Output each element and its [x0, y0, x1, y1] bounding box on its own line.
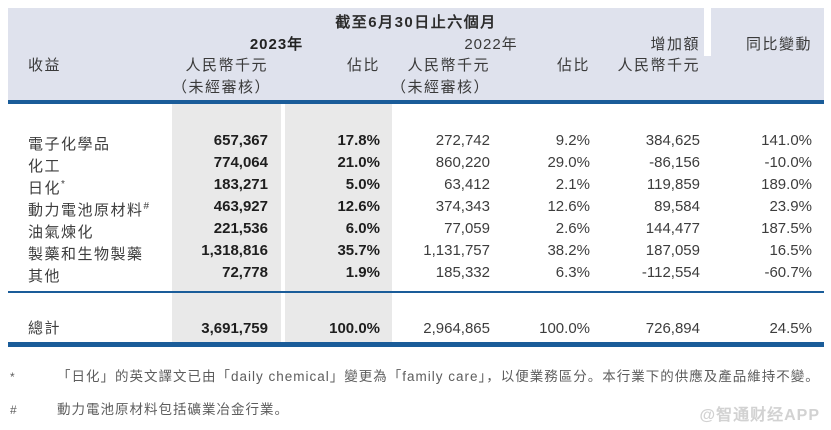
value-2023: 183,271	[213, 176, 268, 193]
total-value-2023: 3,691,759	[201, 320, 268, 337]
value-2022: 1,131,757	[423, 242, 490, 259]
segment-label: 動力電池原材料#	[28, 201, 150, 219]
yoy-change: 23.9%	[769, 198, 812, 215]
segment-label: 日化*	[28, 179, 65, 197]
column-header-yoy: 同比變動	[745, 36, 812, 53]
share-2023: 35.7%	[337, 242, 380, 259]
column-group-2023: 2023年	[249, 36, 304, 53]
yoy-change: 189.0%	[761, 176, 812, 193]
table-row: 動力電池原材料# 463,927 12.6% 374,343 12.6% 89,…	[0, 196, 831, 219]
column-header-revenue: 收益	[28, 57, 62, 74]
total-yoy: 24.5%	[769, 320, 812, 337]
increase-amount: -112,554	[641, 264, 700, 281]
value-2022: 77,059	[444, 220, 490, 237]
total-label: 總計	[28, 320, 62, 337]
value-2023: 657,367	[213, 132, 268, 149]
segment-label: 化工	[28, 158, 62, 175]
column-header-rmb-increase: 人民幣千元	[617, 57, 700, 74]
total-value-2022: 2,964,865	[423, 320, 490, 337]
total-share-2022: 100.0%	[539, 320, 590, 337]
footnote-battery-materials: # 動力電池原材料包括礦業冶金行業。	[10, 398, 825, 418]
column-header-increase: 增加額	[650, 36, 700, 53]
column-header-spacer	[700, 55, 812, 77]
share-2022: 6.3%	[555, 264, 590, 281]
increase-amount: 119,859	[646, 176, 700, 193]
table-bottom-rule	[8, 342, 824, 347]
column-header-share-2023: 佔比	[346, 57, 380, 74]
share-2023: 17.8%	[337, 132, 380, 149]
footnote-marker: *	[61, 179, 65, 190]
share-2023: 21.0%	[337, 154, 380, 171]
value-2022: 860,220	[435, 154, 490, 171]
share-2022: 2.6%	[555, 220, 590, 237]
increase-amount: -86,156	[649, 154, 700, 171]
total-row: 總計 3,691,759 100.0% 2,964,865 100.0% 726…	[0, 318, 812, 340]
pre-total-rule	[8, 291, 824, 293]
footnote-marker-asterisk: *	[10, 370, 15, 384]
footnote-text: 「日化」的英文譯文已由「daily chemical」變更為「family ca…	[57, 369, 820, 384]
value-2022: 185,332	[435, 264, 490, 281]
increase-amount: 384,625	[645, 132, 700, 149]
yoy-change: 16.5%	[769, 242, 812, 259]
table-row: 日化* 183,271 5.0% 63,412 2.1% 119,859 189…	[0, 174, 831, 197]
yoy-change: 141.0%	[761, 132, 812, 149]
share-2023: 5.0%	[345, 176, 380, 193]
header-column-gap	[704, 8, 711, 56]
share-2022: 2.1%	[555, 176, 590, 193]
segment-label: 製藥和生物製藥	[28, 246, 144, 263]
yoy-change: -10.0%	[764, 154, 812, 171]
total-increase: 726,894	[645, 320, 700, 337]
share-2023: 1.9%	[345, 264, 380, 281]
table-title: 截至6月30日止六個月	[335, 14, 497, 31]
unaudited-row: （未經審核） （未經審核）	[0, 77, 490, 99]
table-row: 其他 72,778 1.9% 185,332 6.3% -112,554 -60…	[0, 262, 831, 285]
yoy-change: 187.5%	[761, 220, 812, 237]
column-header-share-2022: 佔比	[556, 57, 590, 74]
total-share-2023: 100.0%	[329, 320, 380, 337]
footnote-text: 動力電池原材料包括礦業冶金行業。	[57, 402, 289, 417]
unaudited-2023: （未經審核）	[172, 79, 272, 96]
value-2023: 72,778	[222, 264, 268, 281]
column-shade-2023-value	[172, 104, 281, 342]
value-2022: 63,412	[444, 176, 490, 193]
column-header-rmb-2022: 人民幣千元	[407, 57, 490, 74]
footnote-daily-chemical: * 「日化」的英文譯文已由「daily chemical」變更為「family c…	[10, 365, 825, 385]
table-header-background	[8, 8, 824, 100]
share-2022: 9.2%	[555, 132, 590, 149]
value-2023: 774,064	[213, 154, 268, 171]
value-2023: 1,318,816	[201, 242, 268, 259]
table-row: 製藥和生物製藥 1,318,816 35.7% 1,131,757 38.2% …	[0, 240, 831, 263]
share-2022: 38.2%	[547, 242, 590, 259]
unaudited-2022: （未經審核）	[390, 79, 490, 96]
segment-label: 油氣煉化	[28, 224, 95, 241]
footnote-marker: #	[143, 201, 150, 212]
column-group-2022: 2022年	[464, 36, 518, 53]
zhitong-finance-watermark: @智通财经APP	[699, 407, 820, 424]
value-2022: 374,343	[435, 198, 490, 215]
share-2023: 12.6%	[337, 198, 380, 215]
table-row: 電子化學品 657,367 17.8% 272,742 9.2% 384,625…	[0, 130, 831, 153]
table-row: 油氣煉化 221,536 6.0% 77,059 2.6% 144,477 18…	[0, 218, 831, 241]
column-shade-2023-share	[285, 104, 392, 342]
increase-amount: 89,584	[654, 198, 700, 215]
column-header-rmb-2023: 人民幣千元	[185, 57, 268, 74]
yoy-change: -60.7%	[764, 264, 812, 281]
share-2022: 29.0%	[547, 154, 590, 171]
table-body: 電子化學品 657,367 17.8% 272,742 9.2% 384,625…	[0, 130, 831, 285]
value-2023: 221,536	[213, 220, 268, 237]
share-2022: 12.6%	[547, 198, 590, 215]
column-header-row: 收益 人民幣千元 佔比 人民幣千元 佔比 人民幣千元	[0, 55, 812, 77]
share-2023: 6.0%	[345, 220, 380, 237]
value-2023: 463,927	[213, 198, 268, 215]
header-bottom-rule	[8, 100, 824, 104]
increase-amount: 187,059	[645, 242, 700, 259]
footnote-marker-hash: #	[10, 403, 17, 417]
increase-amount: 144,477	[645, 220, 700, 237]
table-row: 化工 774,064 21.0% 860,220 29.0% -86,156 -…	[0, 152, 831, 175]
segment-label: 電子化學品	[28, 136, 111, 153]
value-2022: 272,742	[435, 132, 490, 149]
segment-label: 其他	[28, 268, 62, 285]
